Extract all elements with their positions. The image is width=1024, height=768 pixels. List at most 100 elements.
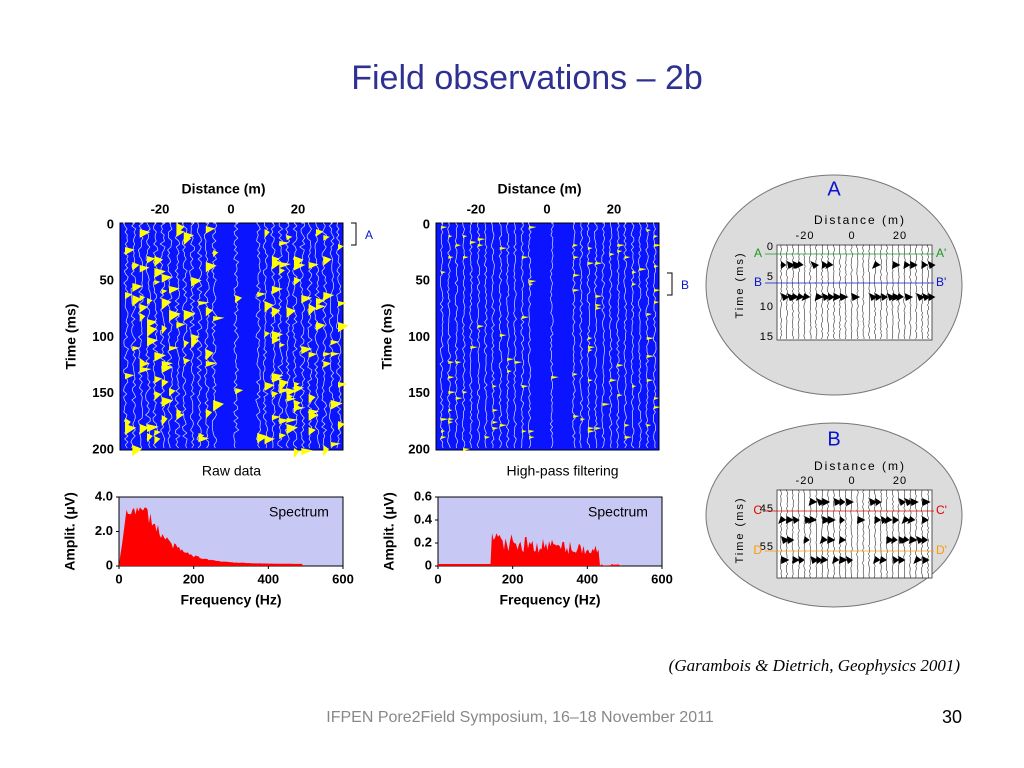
inset-trace [891,244,894,340]
inset-trace [903,244,906,340]
inset-trace [862,244,865,339]
bracket-label: B [681,278,689,292]
inset-wavelet [827,516,836,544]
seismic-wavelet [580,418,586,421]
seismic-wavelet [507,358,515,373]
x-tick-label: 20 [291,201,305,216]
inset-wavelet [921,498,931,564]
y-tick-label: 45 [760,503,774,515]
y-tick-label: 2.0 [95,523,113,538]
seismic-trace [196,222,203,449]
x-axis-title: Frequency (Hz) [499,592,600,608]
seismic-trace [513,222,517,449]
marker-label: A [754,246,762,260]
inset-trace [897,244,900,340]
x-tick-label: 600 [651,571,673,586]
inset-wavelet [928,261,936,301]
inset-trace [915,489,918,579]
seismic-trace [255,222,262,449]
inset-wavelet [891,516,900,564]
x-tick-label: 0 [848,230,855,242]
marker-label: B' [936,275,946,289]
inset-trace [880,244,882,340]
seismic-trace [167,222,173,449]
inset-trace [868,244,871,340]
seismic-trace [615,222,620,449]
x-tick-label: -20 [151,201,170,216]
marker-label: A' [936,246,946,260]
seismic-trace [638,222,642,449]
seismic-wavelet [271,256,284,421]
x-axis-title: Distance (m) [814,213,906,227]
y-tick-label: 15 [760,331,774,343]
y-tick-label: 0 [767,241,774,253]
inset-trace [785,244,788,340]
x-axis-title: Distance (m) [814,459,906,473]
inset-wavelet [886,293,896,301]
seismic-wavelet [132,262,143,457]
inset-plot [776,244,933,341]
y-tick-label: 100 [92,329,114,344]
seismic-wavelet [323,235,335,457]
y-tick-label: 200 [408,441,430,456]
y-axis-title: Time (ms) [379,304,395,370]
seismic-wavelet [463,235,471,451]
seismic-wavelet [315,229,326,331]
inset-wavelet [896,293,905,301]
seismic-wavelet [161,274,174,426]
spectrum-label: Spectrum [588,504,648,520]
seismic-wavelet [573,244,581,418]
caption: High-pass filtering [506,463,618,479]
y-tick-label: 4.0 [95,488,113,503]
inset-trace [903,489,906,579]
seismic-trace [469,222,473,449]
x-tick-label: 0 [227,201,234,216]
inset-wavelet [869,498,878,506]
inset-wavelet [903,261,914,301]
inset-trace [862,489,865,579]
y-tick-label: 150 [408,385,430,400]
seismic-trace [498,222,503,449]
inset-trace [885,489,888,579]
bracket-label: A [365,228,373,242]
caption: Raw data [202,463,261,479]
page-number: 30 [942,707,962,727]
x-tick-label: 0 [434,571,441,586]
inset-trace [856,489,859,578]
citation: (Garambois & Dietrich, Geophysics 2001) [669,656,961,675]
inset-wavelet [798,556,805,564]
seismic-trace [284,222,291,449]
inset-trace [885,244,888,339]
inset-wavelet [839,293,849,301]
x-tick-label: 400 [257,571,279,586]
y-tick-label: 150 [92,385,114,400]
y-tick-label: 50 [100,273,114,288]
y-axis-title: Amplit. (μV) [381,492,397,571]
y-tick-label: 100 [408,329,430,344]
seismic-trace [476,222,481,449]
spectrum-label: Spectrum [269,504,329,520]
inset-title: A [827,178,841,200]
inset-trace [921,244,924,340]
seismic-wavelet [514,361,523,364]
inset-trace [891,489,894,579]
seismic-trace [159,222,166,449]
inset-trace [815,244,818,340]
y-tick-label: 0 [107,216,114,231]
inset-trace [926,244,929,340]
y-tick-label: 55 [760,541,774,553]
bracket [667,272,673,296]
seismic-wavelet [602,403,611,406]
seismic-trace [593,222,598,449]
seismic-trace [313,222,320,449]
inset-wavelet [857,516,866,524]
marker-label: D [753,543,762,557]
marker-label: C' [936,503,947,517]
inset-wavelet [880,293,889,301]
y-axis-title: Time (ms) [63,304,79,370]
seismic-trace [122,222,129,449]
seismic-wavelet [551,376,559,379]
y-axis-title: Time (ms) [734,496,746,563]
seismic-section [435,222,660,451]
